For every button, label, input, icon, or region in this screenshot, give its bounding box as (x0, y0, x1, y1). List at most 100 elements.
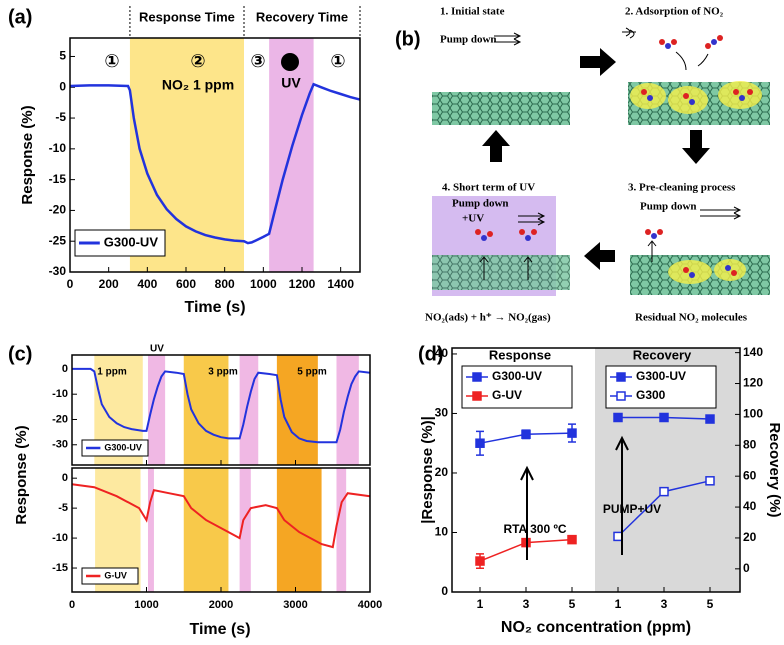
y2-tick-label: 120 (743, 376, 763, 390)
legend-marker (616, 391, 626, 401)
graphene-sheet (432, 92, 570, 125)
y-tick-label: -10 (52, 388, 68, 400)
data-line (71, 483, 371, 549)
adsorbate (668, 86, 708, 114)
shaded-region (147, 468, 154, 592)
legend-label: G300-UV (636, 369, 686, 383)
y-tick-label: -15 (52, 562, 68, 574)
y-tick-label: -30 (49, 264, 67, 278)
diagram: (b) 1. Initial state Pump down 2. Adsorp… (395, 6, 770, 324)
inflow (622, 27, 636, 39)
arrow (580, 48, 616, 76)
legend-box (81, 567, 139, 585)
y-tick-label: 30 (435, 406, 449, 420)
y2-tick-label: 140 (743, 345, 763, 359)
y2-tick-label: 80 (743, 437, 757, 451)
step-title: 3. Pre-cleaning process (628, 182, 736, 194)
step-note: +UV (462, 213, 484, 225)
marker (567, 534, 577, 545)
y2-tick-label: 0 (743, 561, 750, 575)
y-tick-label: -10 (49, 141, 67, 155)
data-line (72, 367, 371, 444)
y-axis-title: |Response (%)| (419, 416, 436, 524)
flow-arrows (494, 32, 522, 46)
annotation: ④ (282, 51, 297, 72)
shaded-region (239, 355, 259, 465)
marker (659, 412, 669, 423)
y-tick-label: -20 (49, 203, 67, 217)
step-note: Pump down (640, 201, 697, 213)
plot-frame (71, 354, 371, 466)
legend-label: G300-UV (104, 234, 159, 249)
marker (567, 428, 577, 438)
x-tick-label: 4000 (358, 599, 382, 611)
x-tick-label: 800 (215, 277, 235, 291)
y-tick-label: -25 (49, 233, 67, 247)
y-axis-title: Response (%) (13, 425, 30, 524)
y2-tick-label: 60 (743, 468, 757, 482)
plot-frame (71, 467, 371, 593)
y-tick-label: -10 (52, 532, 68, 544)
legend-label: G300-UV (104, 442, 142, 452)
x-tick-label: 0 (67, 277, 74, 291)
annotation: ② (190, 51, 205, 72)
step-title: 1. Initial state (440, 6, 505, 18)
x-tick-label: 2000 (209, 599, 233, 611)
annotation: ③ (250, 51, 265, 72)
annotation: Recovery (633, 347, 692, 362)
caption: Residual NO₂ molecules (635, 312, 748, 324)
arrow (682, 130, 710, 164)
y-tick-label: 5 (59, 49, 66, 63)
x-tick-label: 3 (523, 597, 530, 611)
arrow (584, 242, 615, 270)
y-tick-label: 40 (435, 346, 449, 360)
panel-label: (a) (8, 6, 32, 28)
x-tick-label: 1000 (134, 599, 158, 611)
annotation: RTA 300 ºC (503, 522, 566, 536)
legend-box (81, 439, 149, 457)
y-tick-label: 20 (435, 465, 449, 479)
flow-arrows (700, 206, 742, 220)
annotation: UV (150, 344, 164, 355)
x-tick-label: 5 (569, 597, 576, 611)
plot-frame (451, 347, 741, 593)
x-tick-label: 1 (615, 597, 622, 611)
marker (475, 556, 485, 566)
panel-label: (d) (418, 343, 444, 365)
x-tick-label: 0 (69, 599, 75, 611)
span-title: Recovery Time (256, 9, 348, 24)
molecules (641, 35, 753, 105)
x-axis-title: Time (s) (189, 621, 250, 638)
annotation: PUMP+UV (603, 502, 661, 516)
y-tick-label: -5 (55, 110, 66, 124)
x-tick-label: 3 (661, 597, 668, 611)
y-tick-label: 0 (62, 363, 68, 375)
adsorbate (718, 81, 762, 109)
y-tick-label: -30 (52, 439, 68, 451)
flow-arrows (518, 212, 546, 226)
y2-tick-label: 100 (743, 407, 763, 421)
y-tick-label: -20 (52, 413, 68, 425)
legend-marker (616, 372, 626, 382)
annotation: 5 ppm (297, 367, 327, 378)
plot-frame (69, 37, 361, 273)
y2-tick-label: 40 (743, 499, 757, 513)
legend-label: G-UV (492, 388, 522, 402)
legend-label: G-UV (104, 570, 127, 580)
data-line (69, 82, 361, 245)
annotation: Response (489, 347, 551, 362)
shaded-region (239, 468, 251, 592)
shaded-region (269, 38, 314, 272)
x-tick-label: 1200 (289, 277, 316, 291)
legend-marker (472, 391, 482, 401)
shaded-region (147, 355, 166, 465)
x-tick-label: 1000 (250, 277, 277, 291)
shaded-region (336, 468, 347, 592)
x-tick-label: 400 (137, 277, 157, 291)
x-tick-label: 600 (176, 277, 196, 291)
span-title: Response Time (139, 9, 235, 24)
y-tick-label: -15 (49, 172, 67, 186)
shaded-region (276, 468, 322, 592)
annotation-arrow (615, 435, 629, 555)
